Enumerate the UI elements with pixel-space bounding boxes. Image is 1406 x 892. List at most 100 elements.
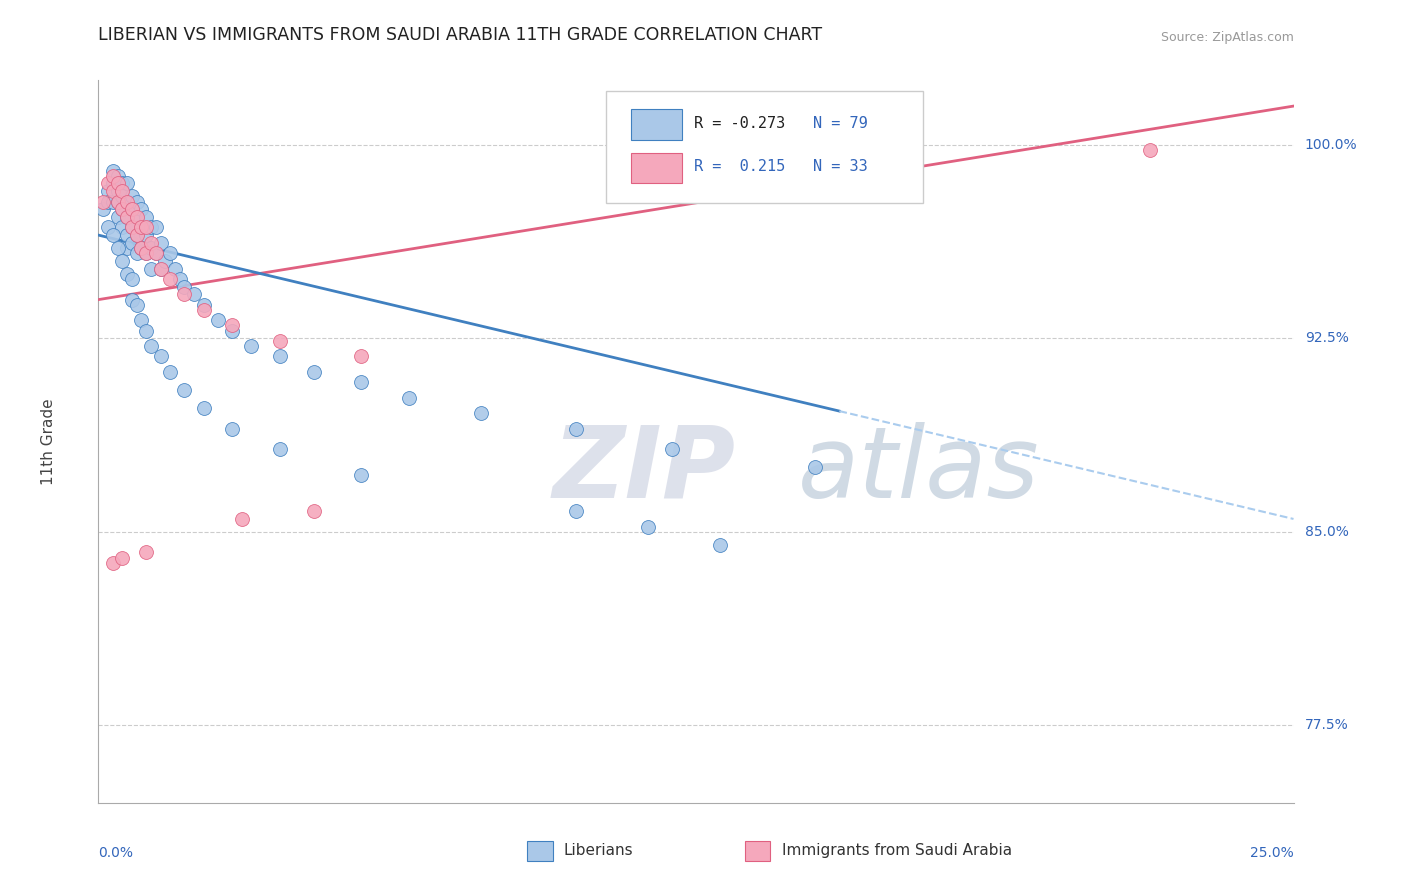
Point <box>91 194 114 209</box>
Point <box>115 228 138 243</box>
Point <box>135 210 157 224</box>
Point <box>221 422 243 436</box>
Text: Immigrants from Saudi Arabia: Immigrants from Saudi Arabia <box>782 844 1012 858</box>
Point <box>121 220 143 235</box>
Point <box>111 177 134 191</box>
Point <box>149 261 172 276</box>
Point <box>135 545 157 559</box>
Point <box>149 235 172 250</box>
Point <box>637 519 659 533</box>
Point <box>302 504 325 518</box>
Point <box>121 220 143 235</box>
Point <box>139 339 162 353</box>
Point <box>121 189 143 203</box>
Point <box>107 177 129 191</box>
Point <box>269 442 291 457</box>
Point <box>121 202 143 217</box>
Text: R = -0.273: R = -0.273 <box>693 116 785 131</box>
Point <box>183 287 205 301</box>
Point <box>163 261 186 276</box>
Point <box>139 261 162 276</box>
Point <box>145 246 167 260</box>
Point <box>115 267 138 281</box>
Point <box>240 339 263 353</box>
Point <box>135 246 157 260</box>
Point <box>121 202 143 217</box>
Point <box>91 202 114 217</box>
Text: N = 79: N = 79 <box>813 116 868 131</box>
Point <box>111 220 134 235</box>
FancyBboxPatch shape <box>606 91 922 203</box>
Text: ZIP: ZIP <box>553 422 735 519</box>
Point <box>111 202 134 217</box>
Point <box>139 241 162 255</box>
Point <box>97 184 120 198</box>
Point <box>121 272 143 286</box>
Point <box>804 460 827 475</box>
Point <box>115 210 138 224</box>
Point <box>135 228 157 243</box>
Point <box>139 220 162 235</box>
Point <box>221 318 243 333</box>
Point <box>1139 143 1161 157</box>
Point <box>193 298 215 312</box>
Point <box>101 163 124 178</box>
Point <box>111 202 134 217</box>
Point <box>115 241 138 255</box>
Text: 100.0%: 100.0% <box>1305 137 1357 152</box>
Point <box>101 228 124 243</box>
Point <box>470 406 492 420</box>
Point <box>101 184 124 198</box>
Point <box>193 302 215 317</box>
Point <box>350 350 373 364</box>
Point <box>125 210 148 224</box>
Text: N = 33: N = 33 <box>813 160 868 175</box>
Point <box>101 556 124 570</box>
Point <box>350 375 373 389</box>
Text: 11th Grade: 11th Grade <box>41 398 56 485</box>
Point <box>135 246 157 260</box>
Point <box>302 365 325 379</box>
Point <box>207 313 229 327</box>
Point <box>125 228 148 243</box>
Text: 0.0%: 0.0% <box>98 847 134 860</box>
Point <box>111 189 134 203</box>
Point <box>159 272 181 286</box>
Point <box>159 365 181 379</box>
Point <box>101 177 124 191</box>
Text: 92.5%: 92.5% <box>1305 331 1348 345</box>
Point <box>173 279 195 293</box>
Point <box>231 512 253 526</box>
Point <box>131 241 153 255</box>
Point <box>107 194 129 209</box>
Point <box>139 235 162 250</box>
Point <box>131 241 153 255</box>
Text: Source: ZipAtlas.com: Source: ZipAtlas.com <box>1160 31 1294 44</box>
Point <box>131 220 153 235</box>
FancyBboxPatch shape <box>631 153 682 183</box>
Point <box>221 324 243 338</box>
Point <box>193 401 215 415</box>
Text: 85.0%: 85.0% <box>1305 524 1348 539</box>
Point <box>115 210 138 224</box>
Point <box>565 504 588 518</box>
FancyBboxPatch shape <box>631 109 682 139</box>
Point <box>135 220 157 235</box>
Point <box>97 220 120 235</box>
Point <box>155 254 177 268</box>
Text: Liberians: Liberians <box>564 844 634 858</box>
Point <box>398 391 420 405</box>
Point <box>661 442 683 457</box>
Point <box>107 194 129 209</box>
Point <box>115 194 138 209</box>
Point <box>135 324 157 338</box>
Point <box>709 538 731 552</box>
Point <box>111 254 134 268</box>
Point <box>121 293 143 307</box>
Point <box>350 468 373 483</box>
Point <box>107 184 129 198</box>
Text: 77.5%: 77.5% <box>1305 718 1348 732</box>
Point <box>125 298 148 312</box>
Text: LIBERIAN VS IMMIGRANTS FROM SAUDI ARABIA 11TH GRADE CORRELATION CHART: LIBERIAN VS IMMIGRANTS FROM SAUDI ARABIA… <box>98 26 823 44</box>
Point <box>125 246 148 260</box>
